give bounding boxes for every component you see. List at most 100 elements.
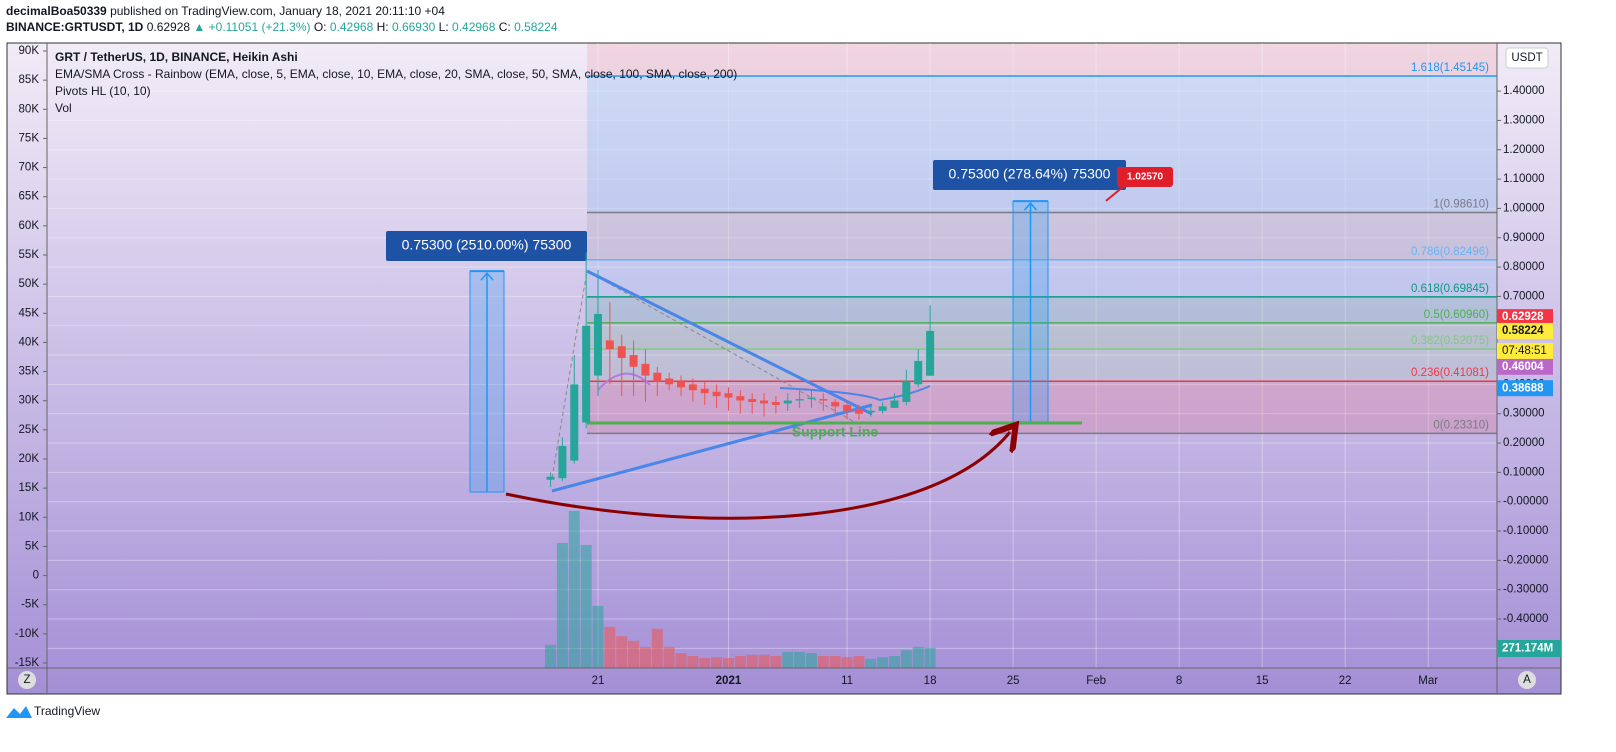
trendline <box>551 403 873 493</box>
y-tick-label: 1.30000 <box>1503 114 1545 126</box>
y2-tick-label: 20K <box>19 453 40 465</box>
y2-tick-label: 90K <box>19 45 40 57</box>
currency-label: USDT <box>1511 52 1542 64</box>
x-tick-label: 25 <box>1007 675 1020 687</box>
fib-zone <box>587 322 1497 349</box>
measure-arrowhead <box>1023 201 1038 211</box>
button-bg[interactable] <box>1518 671 1536 689</box>
ma-curve <box>779 385 931 402</box>
y2-tick-label: 30K <box>19 395 40 407</box>
x-tick-label: 15 <box>1256 675 1269 687</box>
candle-body <box>760 400 769 404</box>
published: published on TradingView.com, January 18… <box>107 4 445 18</box>
volume-tag-bg <box>1497 640 1561 657</box>
x-tick-label: 8 <box>1176 675 1182 687</box>
volume-bar <box>592 605 604 668</box>
y2-tick-label: 85K <box>19 74 40 86</box>
volume-bar <box>722 658 734 668</box>
y-tick-label: 1.00000 <box>1503 202 1545 214</box>
volume-bar <box>580 544 592 668</box>
volume-bar <box>651 628 663 668</box>
volume-bar <box>545 644 557 668</box>
currency-button[interactable] <box>1505 47 1549 69</box>
button-label: Z <box>23 674 30 686</box>
price-tag <box>1497 309 1553 326</box>
fib-zone <box>587 76 1497 213</box>
x-tick-label: 18 <box>924 675 937 687</box>
quote-part: BINANCE:GRTUSDT, 1D <box>6 20 144 34</box>
volume-bar <box>829 656 841 668</box>
footer: TradingView <box>34 704 100 718</box>
price-tag-label: 0.62928 <box>1502 311 1544 323</box>
volume-bar <box>758 654 770 668</box>
candle-body <box>700 388 709 394</box>
marker-bg <box>1117 167 1173 187</box>
y-tick-label: 0.90000 <box>1503 232 1545 244</box>
volume-bar <box>568 510 580 668</box>
volume-bar <box>616 636 628 668</box>
volume-bar <box>877 657 889 668</box>
candle-body <box>783 400 792 404</box>
candle-body <box>902 381 911 402</box>
price-tag-label: 0.58224 <box>1502 325 1544 337</box>
volume-bar <box>628 640 640 668</box>
fib-zone <box>587 381 1497 434</box>
volume-bar <box>841 657 853 668</box>
y2-tick-label: 10K <box>19 511 40 523</box>
volume-bar <box>663 646 675 668</box>
y2-tick-label: 50K <box>19 278 40 290</box>
x-tick-label: 2021 <box>716 675 742 687</box>
y-tick-label: -0.30000 <box>1503 584 1548 596</box>
candle-body <box>854 409 863 414</box>
logo <box>6 706 32 718</box>
quote: BINANCE:GRTUSDT, 1D 0.62928 ▲ +0.11051 (… <box>6 20 558 34</box>
volume-bar <box>794 651 806 668</box>
volume-bar <box>805 653 817 668</box>
volume-bar <box>675 653 687 668</box>
candle-body <box>558 445 567 479</box>
volume-bar <box>889 656 900 668</box>
measure-label: 0.75300 (2510.00%) 75300 <box>402 237 572 253</box>
y2-tick-label: 80K <box>19 103 40 115</box>
y2-tick-label: -15K <box>15 657 40 669</box>
countdown: 07:48:51 <box>1502 345 1547 357</box>
support-label: Support Line <box>792 424 879 440</box>
candle-body <box>843 404 852 411</box>
volume-bar <box>770 656 782 668</box>
candle-body <box>546 476 555 480</box>
volume-bar <box>699 658 711 668</box>
y2-tick-label: 55K <box>19 249 40 261</box>
candle-body <box>712 391 721 397</box>
y-tick-label: 0.10000 <box>1503 466 1545 478</box>
y2-tick-label: 35K <box>19 366 40 378</box>
y-tick-label: 1.20000 <box>1503 144 1545 156</box>
measure-arrowhead <box>480 272 494 281</box>
quote-part: 0.42968 <box>452 20 496 34</box>
y-tick-label: -0.40000 <box>1503 613 1548 625</box>
candle-body <box>807 397 816 400</box>
y2-tick-label: 45K <box>19 307 40 319</box>
fib-label: 0.5(0.60960) <box>1424 309 1489 321</box>
candle-body <box>831 401 840 407</box>
candle-body <box>582 325 591 423</box>
volume-bar <box>817 656 829 668</box>
countdown-bg <box>1497 342 1553 359</box>
candle-body <box>795 399 804 401</box>
y-tick-label: 0.30000 <box>1503 408 1545 420</box>
y2-tick-label: 15K <box>19 482 40 494</box>
volume-bar <box>556 542 568 668</box>
button-bg[interactable] <box>18 671 36 689</box>
candle-body <box>665 378 674 385</box>
x-tick-label: 11 <box>841 675 853 687</box>
header: decimalBoa50339 published on TradingView… <box>6 4 445 18</box>
candle-body <box>570 384 579 461</box>
x-tick-label: Feb <box>1086 675 1106 687</box>
fib-zone <box>587 212 1497 260</box>
candle-body <box>688 384 697 391</box>
quote-part: H: <box>377 20 389 34</box>
y2-tick-label: 65K <box>19 191 40 203</box>
volume-bar <box>900 650 912 668</box>
fib-label: 0.786(0.82496) <box>1411 246 1489 258</box>
price-tag-label: 0.46004 <box>1502 361 1544 373</box>
